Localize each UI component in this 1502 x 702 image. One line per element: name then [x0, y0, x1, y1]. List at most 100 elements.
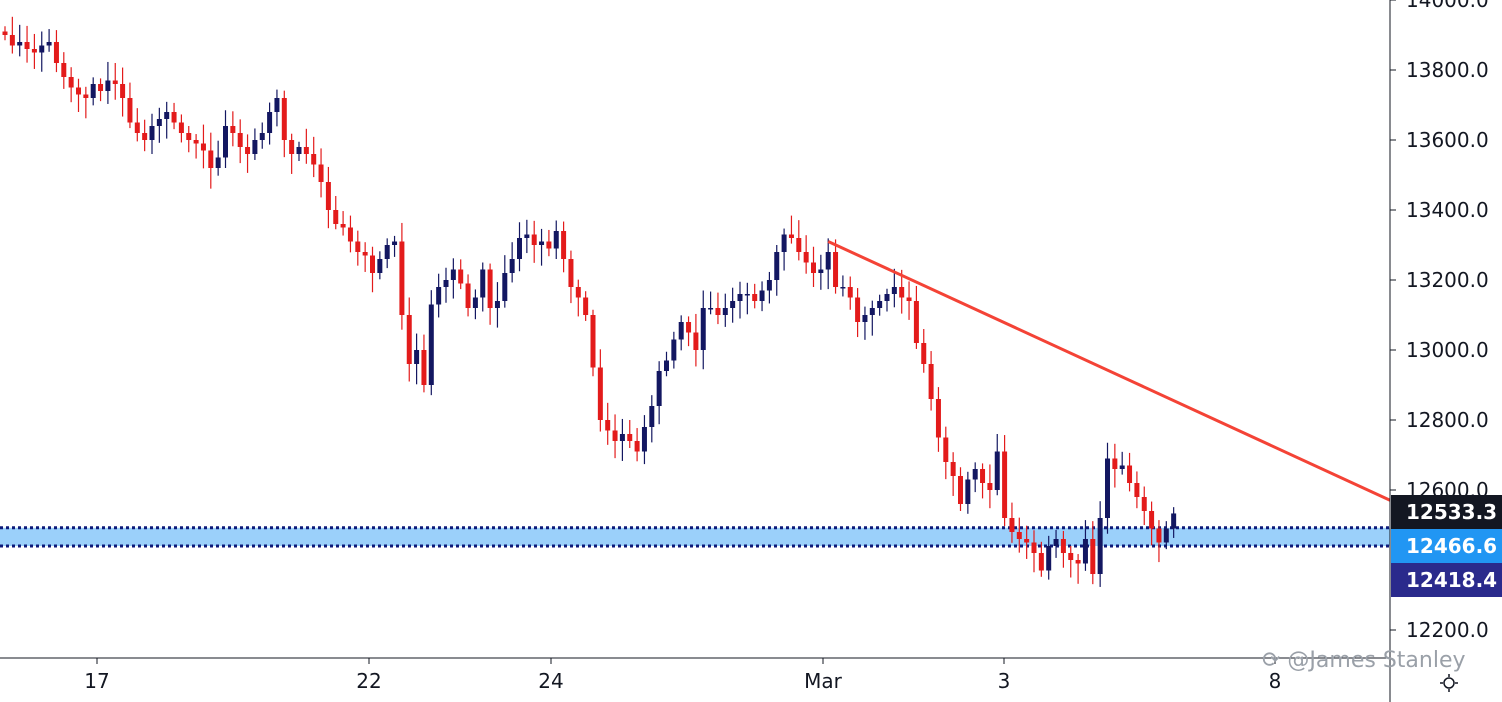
candle	[480, 262, 486, 312]
candle	[656, 361, 662, 425]
trendline-segment	[827, 240, 1391, 502]
candle	[1038, 541, 1044, 577]
candle	[869, 300, 875, 336]
candle	[987, 464, 993, 509]
candle	[671, 331, 677, 369]
candle-body	[120, 84, 126, 98]
candle	[664, 351, 669, 377]
candle	[252, 128, 258, 160]
candle-body	[627, 434, 633, 441]
trendline[interactable]	[827, 240, 1391, 502]
candle-body	[869, 308, 875, 315]
candle-body	[259, 133, 265, 140]
candle-body	[1134, 483, 1140, 497]
candle	[2, 26, 8, 41]
candle	[1082, 520, 1088, 571]
candle	[906, 281, 912, 320]
candle	[913, 285, 919, 349]
candle	[641, 415, 647, 465]
candle-body	[53, 42, 59, 63]
candle	[472, 289, 478, 320]
candle-body	[1009, 518, 1015, 532]
candle-body	[546, 241, 552, 249]
candle-body	[450, 269, 456, 280]
candle	[46, 29, 52, 52]
candle-body	[245, 147, 251, 154]
candle	[803, 235, 809, 274]
candle-body	[186, 133, 192, 140]
candle	[274, 89, 280, 127]
candle-body	[406, 315, 412, 364]
candle	[597, 349, 603, 432]
candle-body	[1105, 458, 1110, 518]
candle-body	[1053, 539, 1059, 546]
candle	[1105, 442, 1110, 534]
candle-body	[274, 98, 280, 112]
candle-body	[597, 367, 603, 420]
settings-gear-icon[interactable]	[1440, 674, 1458, 692]
candle-body	[1149, 511, 1155, 529]
candle-body	[370, 255, 375, 273]
candle	[340, 211, 346, 236]
candle-body	[31, 49, 37, 53]
candle-body	[1024, 539, 1030, 543]
candle	[436, 273, 442, 318]
candle-body	[325, 182, 331, 210]
candle	[855, 288, 861, 338]
candle-body	[1156, 528, 1162, 543]
candle-body	[693, 332, 699, 350]
candle	[105, 61, 111, 104]
candle	[627, 420, 633, 448]
candle-body	[950, 462, 956, 476]
candle-body	[436, 287, 442, 305]
candle-body	[127, 98, 133, 123]
candle	[164, 101, 170, 139]
candle	[76, 78, 81, 112]
candle	[370, 246, 375, 293]
candle-body	[1090, 539, 1096, 574]
candle	[450, 258, 456, 299]
candle	[553, 220, 559, 259]
candle	[83, 86, 89, 119]
candle	[877, 294, 883, 316]
candle	[1090, 521, 1096, 585]
candle-body	[862, 315, 868, 322]
candle	[289, 133, 295, 174]
candle	[575, 279, 581, 317]
price-label: 12418.4	[1391, 563, 1502, 597]
candle	[730, 287, 736, 323]
candle	[414, 333, 420, 385]
candle-body	[553, 231, 559, 249]
candle-body	[414, 350, 420, 364]
candle	[178, 114, 184, 143]
candle-body	[994, 451, 1000, 490]
watermark: ⟳ @James Stanley	[1262, 648, 1466, 673]
candle-body	[296, 147, 302, 154]
candle	[840, 275, 846, 297]
candle	[333, 196, 339, 230]
candle-body	[267, 112, 273, 133]
candle-body	[98, 84, 104, 91]
candle	[458, 259, 464, 290]
candle-body	[509, 259, 515, 273]
y-tick-label: 12800.0	[1406, 408, 1489, 432]
candle-body	[1097, 518, 1103, 574]
candlestick-series	[2, 16, 1177, 587]
candle-body	[678, 322, 684, 340]
candle	[215, 140, 221, 176]
candle-body	[634, 441, 640, 452]
candle	[1156, 520, 1162, 563]
price-label-text: 12466.6	[1406, 534, 1497, 558]
candle	[928, 351, 934, 411]
candle	[891, 268, 897, 308]
candle-body	[781, 234, 787, 252]
candle-body	[612, 430, 618, 441]
support-zone	[0, 526, 1390, 548]
candle	[1149, 501, 1155, 546]
candle	[811, 246, 816, 287]
candle	[1009, 502, 1015, 543]
candle-body	[980, 469, 986, 483]
y-tick-label: 13400.0	[1406, 198, 1489, 222]
